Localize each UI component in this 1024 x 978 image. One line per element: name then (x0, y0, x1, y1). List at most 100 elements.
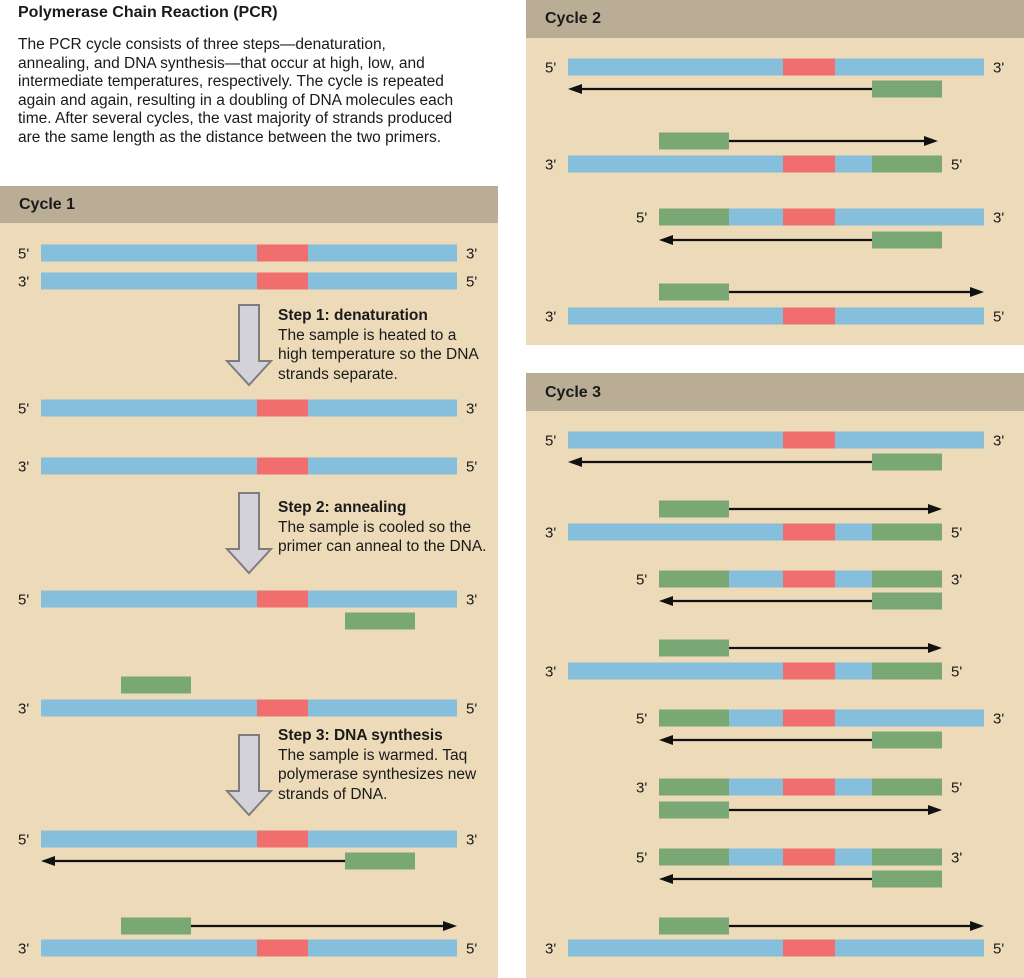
strand-end-label: 5' (18, 832, 29, 849)
arrowhead-icon (928, 643, 942, 653)
dna-strand (568, 155, 942, 173)
arrowhead-icon (928, 805, 942, 815)
strand-end-label: 5' (636, 572, 647, 589)
strand-end-label: 3' (18, 701, 29, 718)
target-region (257, 272, 308, 290)
primer (659, 639, 729, 657)
arrowhead-icon (970, 287, 984, 297)
primer (659, 801, 729, 819)
strand-end-label: 5' (545, 433, 556, 450)
primer (872, 80, 942, 98)
strand-end-label: 3' (545, 664, 556, 681)
down-arrow-icon (224, 304, 274, 387)
strand-end-label: 3' (993, 210, 1004, 227)
target-region (257, 457, 308, 475)
step-1-text: Step 1: denaturation The sample is heate… (278, 306, 488, 384)
primer-segment (659, 570, 729, 588)
dna-strand (568, 523, 942, 541)
primer (659, 132, 729, 150)
cycle-2-header: Cycle 2 (526, 0, 1024, 38)
dna-strand (41, 244, 457, 262)
primer-segment (872, 523, 942, 541)
dna-strand (568, 58, 984, 76)
dna-strand (41, 590, 457, 608)
target-region (257, 830, 308, 848)
arrowhead-icon (970, 921, 984, 931)
strand-end-label: 5' (951, 664, 962, 681)
target-region (783, 939, 835, 957)
dna-strand (41, 939, 457, 957)
strand-end-label: 3' (18, 941, 29, 958)
strand-end-label: 3' (466, 832, 477, 849)
dna-strand (568, 431, 984, 449)
strand-end-label: 3' (993, 60, 1004, 77)
step-2-description: The sample is cooled so the primer can a… (278, 518, 487, 556)
strand-end-label: 5' (545, 60, 556, 77)
arrowhead-icon (924, 136, 938, 146)
step-1-description: The sample is heated to a high temperatu… (278, 326, 478, 383)
arrowhead-icon (659, 874, 673, 884)
dna-strand (568, 939, 984, 957)
primer-segment (659, 848, 729, 866)
arrowhead-icon (443, 921, 457, 931)
primer-segment (659, 778, 729, 796)
strand-end-label: 5' (993, 941, 1004, 958)
strand-end-label: 3' (18, 459, 29, 476)
cycle-3-header: Cycle 3 (526, 373, 1024, 411)
primer (345, 852, 415, 870)
primer (121, 917, 191, 935)
strand-end-label: 5' (951, 157, 962, 174)
strand-end-label: 5' (636, 850, 647, 867)
target-region (257, 939, 308, 957)
dna-strand (41, 399, 457, 417)
strand-end-label: 5' (18, 592, 29, 609)
strand-end-label: 5' (951, 780, 962, 797)
step-1-heading: Step 1: denaturation (278, 307, 428, 324)
strand-end-label: 3' (993, 433, 1004, 450)
primer (872, 592, 942, 610)
strand-end-label: 3' (466, 246, 477, 263)
primer (659, 283, 729, 301)
down-arrow-icon (224, 734, 274, 817)
primer (872, 870, 942, 888)
dna-strand (568, 307, 984, 325)
target-region (783, 570, 835, 588)
primer (121, 676, 191, 694)
step-3-description: The sample is warmed. Taq polymerase syn… (278, 746, 477, 803)
target-region (783, 709, 835, 727)
strand-end-label: 5' (466, 459, 477, 476)
arrowhead-icon (659, 596, 673, 606)
strand-end-label: 5' (951, 525, 962, 542)
step-2-text: Step 2: annealing The sample is cooled s… (278, 498, 488, 557)
step-2-heading: Step 2: annealing (278, 499, 407, 516)
arrowhead-icon (41, 856, 55, 866)
target-region (783, 155, 835, 173)
strand-end-label: 3' (18, 274, 29, 291)
target-region (783, 208, 835, 226)
primer (872, 453, 942, 471)
strand-end-label: 3' (545, 525, 556, 542)
arrowhead-icon (928, 504, 942, 514)
strand-end-label: 5' (466, 274, 477, 291)
figure-title: Polymerase Chain Reaction (PCR) (18, 4, 278, 21)
primer (659, 917, 729, 935)
strand-end-label: 5' (466, 701, 477, 718)
dna-strand (41, 457, 457, 475)
target-region (257, 399, 308, 417)
strand-end-label: 5' (636, 210, 647, 227)
strand-end-label: 5' (18, 401, 29, 418)
primer-segment (872, 778, 942, 796)
primer (345, 612, 415, 630)
target-region (257, 244, 308, 262)
primer-segment (872, 570, 942, 588)
cycle-1-header: Cycle 1 (0, 186, 498, 223)
strand-end-label: 3' (545, 941, 556, 958)
primer-segment (872, 155, 942, 173)
arrowhead-icon (568, 457, 582, 467)
primer-segment (872, 848, 942, 866)
strand-end-label: 3' (951, 572, 962, 589)
primer (872, 731, 942, 749)
primer-segment (659, 709, 729, 727)
target-region (783, 307, 835, 325)
